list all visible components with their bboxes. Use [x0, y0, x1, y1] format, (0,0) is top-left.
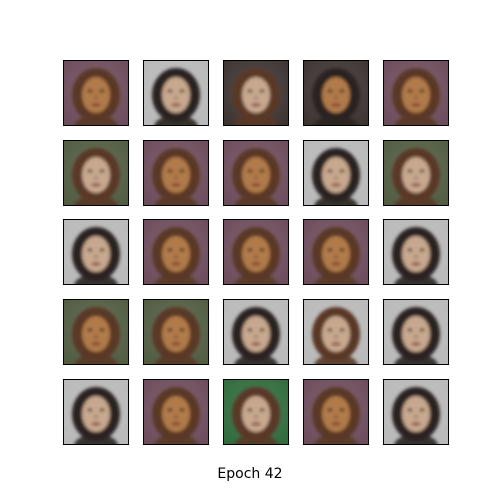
sample-image-r5-c3 — [223, 379, 289, 445]
face-sample-drawing — [384, 141, 448, 205]
sample-image-r5-c1 — [63, 379, 129, 445]
sample-image-r4-c3 — [223, 299, 289, 365]
face-sample-drawing — [304, 380, 368, 444]
face-sample-drawing — [144, 380, 208, 444]
sample-image-r1-c4 — [303, 60, 369, 126]
face-sample-drawing — [144, 141, 208, 205]
sample-image-r2-c1 — [63, 140, 129, 206]
sample-image-r3-c4 — [303, 219, 369, 285]
face-sample-drawing — [144, 61, 208, 125]
face-sample-drawing — [384, 220, 448, 284]
face-sample-drawing — [64, 220, 128, 284]
sample-image-r4-c4 — [303, 299, 369, 365]
sample-image-r3-c3 — [223, 219, 289, 285]
face-sample-drawing — [384, 61, 448, 125]
sample-image-r1-c1 — [63, 60, 129, 126]
face-sample-drawing — [64, 61, 128, 125]
sample-image-r3-c1 — [63, 219, 129, 285]
face-sample-drawing — [384, 300, 448, 364]
sample-image-r3-c2 — [143, 219, 209, 285]
face-sample-drawing — [144, 220, 208, 284]
sample-image-r4-c5 — [383, 299, 449, 365]
face-sample-drawing — [144, 300, 208, 364]
face-sample-drawing — [304, 220, 368, 284]
face-sample-drawing — [304, 300, 368, 364]
sample-image-r1-c3 — [223, 60, 289, 126]
face-sample-drawing — [224, 61, 288, 125]
face-sample-drawing — [64, 141, 128, 205]
sample-image-r5-c4 — [303, 379, 369, 445]
sample-image-r2-c3 — [223, 140, 289, 206]
sample-image-r1-c5 — [383, 60, 449, 126]
sample-image-r2-c5 — [383, 140, 449, 206]
face-sample-drawing — [384, 380, 448, 444]
sample-image-r4-c2 — [143, 299, 209, 365]
sample-image-r3-c5 — [383, 219, 449, 285]
face-sample-drawing — [304, 61, 368, 125]
face-sample-drawing — [224, 300, 288, 364]
figure-caption: Epoch 42 — [217, 466, 283, 482]
face-sample-drawing — [224, 141, 288, 205]
sample-image-r2-c4 — [303, 140, 369, 206]
sample-image-r2-c2 — [143, 140, 209, 206]
sample-image-r1-c2 — [143, 60, 209, 126]
face-sample-drawing — [224, 220, 288, 284]
face-sample-drawing — [224, 380, 288, 444]
face-sample-drawing — [64, 300, 128, 364]
face-sample-drawing — [304, 141, 368, 205]
sample-image-r5-c2 — [143, 379, 209, 445]
sample-image-r5-c5 — [383, 379, 449, 445]
sample-image-r4-c1 — [63, 299, 129, 365]
face-sample-drawing — [64, 380, 128, 444]
